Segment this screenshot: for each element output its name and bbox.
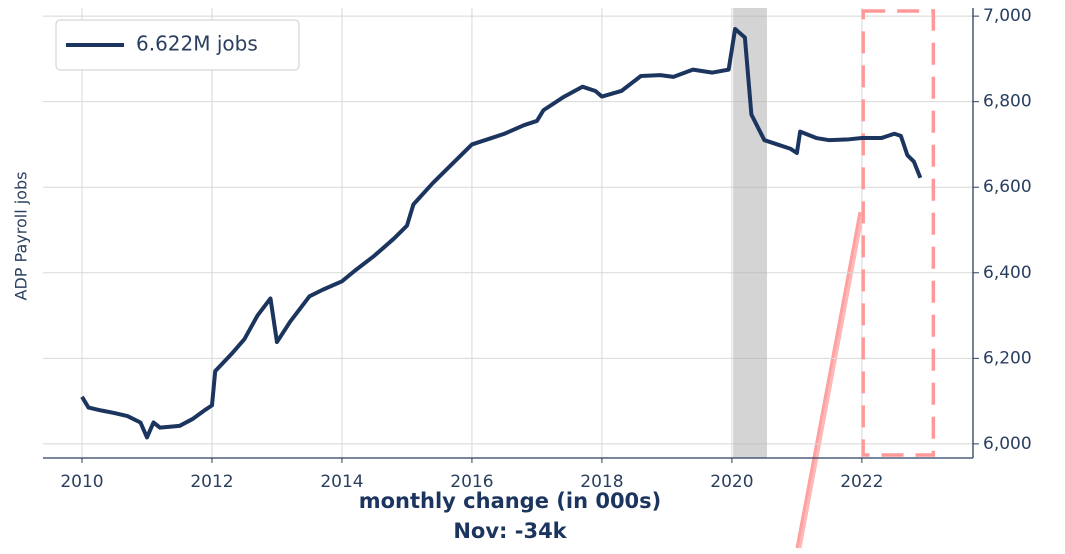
legend-box <box>55 19 300 71</box>
y-tick-label: 6,800 <box>983 92 1032 112</box>
x-tick-label: 2018 <box>580 472 623 492</box>
annotation-value: Nov: -34k <box>453 519 567 543</box>
x-tick-label: 2014 <box>320 472 363 492</box>
legend-label: 6.622M jobs <box>136 32 258 56</box>
x-tick-label: 2020 <box>710 472 753 492</box>
highlight-box <box>861 9 936 457</box>
x-tick-label: 2016 <box>450 472 493 492</box>
x-tick-label: 2010 <box>60 472 103 492</box>
y-axis-label: ADP Payroll jobs <box>12 172 31 301</box>
series-line <box>80 26 923 440</box>
y-tick-label: 6,000 <box>983 434 1032 454</box>
y-tick-label: 6,600 <box>983 177 1032 197</box>
arrow <box>798 211 865 549</box>
y-tick-label: 6,400 <box>983 263 1032 283</box>
y-tick-label: 7,000 <box>983 6 1032 26</box>
x-tick-label: 2022 <box>840 472 883 492</box>
arrow <box>795 211 862 549</box>
x-tick-label: 2012 <box>190 472 233 492</box>
annotation: monthly change (in 000s) <box>359 489 662 513</box>
y-tick-label: 6,200 <box>983 348 1032 368</box>
